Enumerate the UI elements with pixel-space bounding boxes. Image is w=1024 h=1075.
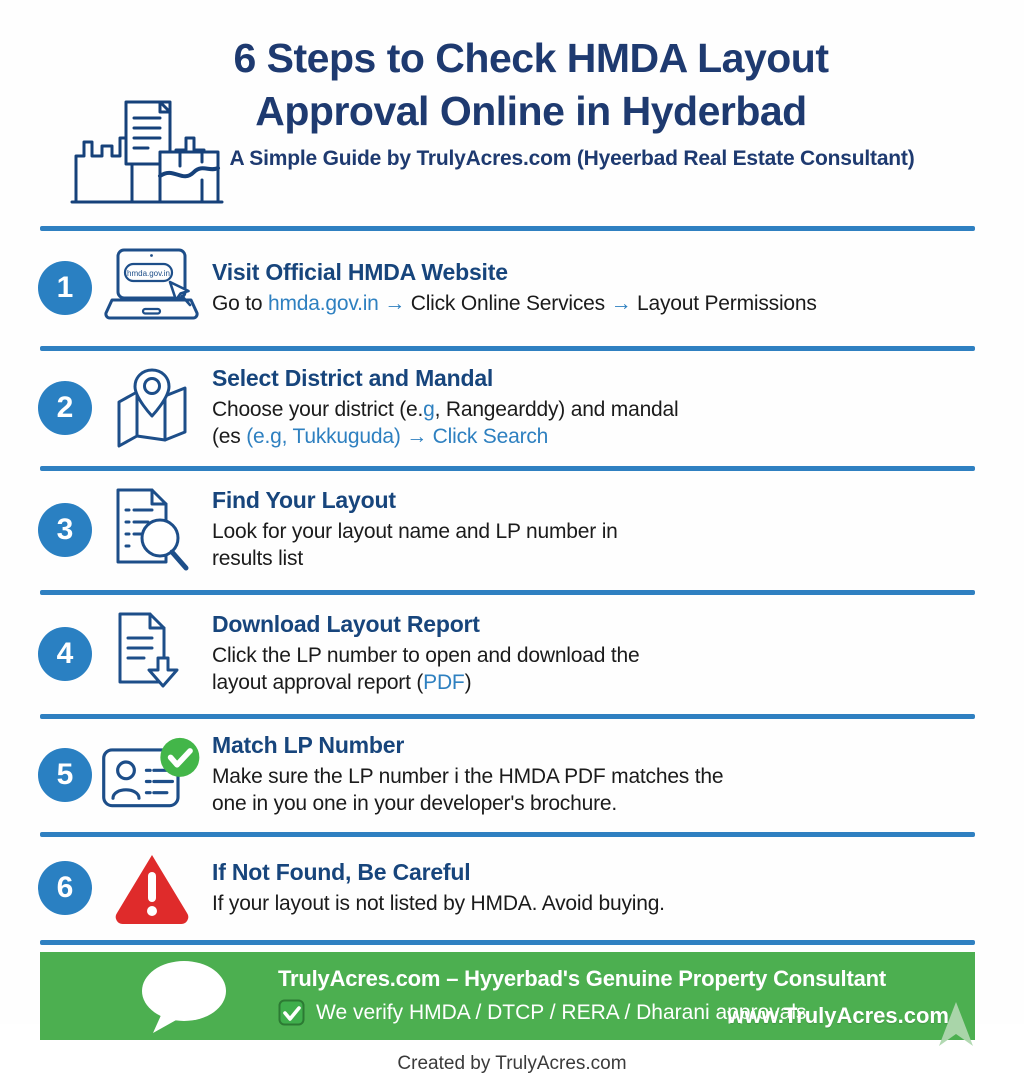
checkbox-check-icon — [278, 999, 305, 1026]
footer-verify-line: We verify HMDA / DTCP / RERA / Dharani a… — [278, 999, 886, 1026]
divider — [40, 226, 975, 231]
body-text: layout approval report ( — [212, 671, 424, 694]
body-text: Make sure the LP number i the HMDA PDF m… — [212, 765, 724, 789]
step-row: 6 If Not Found, Be Careful If your layou… — [0, 837, 1024, 940]
body-text: Go to — [212, 291, 268, 315]
link-text[interactable]: (e.g, Tukkuguda) → Click Search — [246, 425, 549, 448]
step-row: 3 Find Your Layout Look for your layout … — [0, 471, 1024, 590]
step-number-badge: 4 — [38, 627, 92, 681]
body-text: Layout Permissions — [637, 291, 817, 315]
link-text[interactable]: g — [423, 398, 435, 422]
body-text: Click Online Services — [410, 291, 605, 315]
body-text: Choose your district (e. — [212, 398, 424, 422]
step-title: Visit Official HMDA Website — [212, 258, 508, 285]
warning-triangle-icon — [100, 850, 204, 926]
footer-website-url[interactable]: www.TrulyAcres.com — [727, 1003, 949, 1028]
body-text: , Rangearddy) and mandal — [434, 398, 679, 422]
divider — [40, 590, 975, 595]
link-text[interactable]: → — [604, 291, 638, 315]
header: 6 Steps to Check HMDA Layout Approval On… — [0, 0, 1024, 226]
footer-verify-text: We verify HMDA / DTCP / RERA / Dharani a… — [316, 1000, 807, 1024]
step-title: Match LP Number — [212, 732, 405, 759]
footer-title: TrulyAcres.com – Hyyerbad's Genuine Prop… — [278, 966, 886, 991]
laptop-icon: hmda.gov.in — [100, 244, 204, 332]
divider — [40, 714, 975, 719]
body-text: If your layout is not listed by HMDA. Av… — [212, 891, 665, 915]
body-text: results list — [212, 547, 303, 570]
step-description: Go to hmda.gov.in → Click Online Service… — [212, 291, 984, 318]
step-number-badge: 2 — [38, 381, 92, 435]
step-row: 4 Download Layout Report Click the LP nu… — [0, 595, 1024, 714]
divider — [40, 346, 975, 351]
step-row: 1 hmda.gov.in Visit Official HMDA Websit… — [0, 231, 1024, 346]
step-title: Find Your Layout — [212, 487, 396, 514]
divider — [40, 466, 975, 471]
step-number-badge: 1 — [38, 261, 92, 315]
map-pin-icon — [100, 364, 204, 452]
footer-banner: TrulyAcres.com – Hyyerbad's Genuine Prop… — [40, 952, 975, 1046]
link-text[interactable]: PDF — [423, 671, 465, 694]
step-description: Look for your layout name and LP number … — [212, 519, 984, 573]
body-text: ) — [464, 671, 472, 694]
footer-text: TrulyAcres.com – Hyyerbad's Genuine Prop… — [278, 966, 886, 1026]
step-description: Make sure the LP number i the HMDA PDF m… — [212, 764, 984, 818]
body-text: Click the LP number to open and download… — [212, 644, 640, 668]
link-text[interactable]: hmda.gov.in — [268, 291, 379, 315]
step-number-badge: 5 — [38, 748, 92, 802]
divider — [40, 832, 975, 837]
credit-line: Created by TrulyAcres.com — [397, 1053, 627, 1074]
city-map-document-icon — [68, 92, 226, 210]
title-line-1: 6 Steps to Check HMDA Layout — [233, 35, 829, 81]
corner-arrow-decoration — [939, 1002, 973, 1046]
body-text: Look for your layout name and LP number … — [212, 520, 618, 544]
divider — [40, 940, 975, 945]
step-number-badge: 3 — [38, 503, 92, 557]
document-download-icon — [100, 608, 204, 700]
page-subtitle: A Simple Guide by TrulyAcres.com (Hyeerb… — [229, 146, 915, 170]
document-search-icon — [100, 484, 204, 576]
body-text: one in you one in your developer's broch… — [212, 792, 617, 815]
step-title: Download Layout Report — [212, 611, 480, 638]
step-row: 2 Select District and Mandal Choose your… — [0, 351, 1024, 466]
step-description: Click the LP number to open and download… — [212, 643, 984, 697]
steps-list: 1 hmda.gov.in Visit Official HMDA Websit… — [0, 231, 1024, 945]
step-title: Select District and Mandal — [212, 365, 494, 392]
page-title: 6 Steps to Check HMDA Layout Approval On… — [0, 32, 1024, 139]
step-row: 5 Match LP Number Make sure the LP numbe… — [0, 719, 1024, 832]
speech-bubble-icon — [132, 959, 232, 1033]
step-number-badge: 6 — [38, 861, 92, 915]
laptop-screen-text: hmda.gov.in — [127, 269, 170, 278]
step-description: If your layout is not listed by HMDA. Av… — [212, 891, 984, 918]
step-description: Choose your district (e.g, Rangearddy) a… — [212, 397, 984, 451]
body-text: (es — [212, 425, 247, 448]
id-card-check-icon — [100, 732, 204, 818]
title-line-2: Approval Online in Hyderbad — [255, 88, 807, 135]
step-title: If Not Found, Be Careful — [212, 858, 471, 885]
link-text[interactable]: → — [378, 291, 411, 315]
